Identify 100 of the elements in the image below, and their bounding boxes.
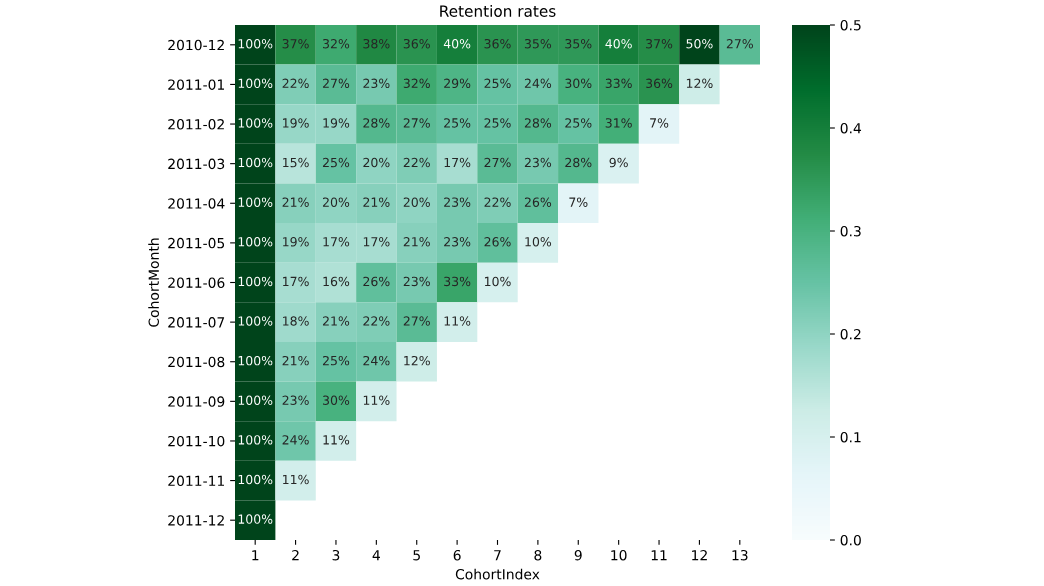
data-label: 36%	[484, 38, 511, 49]
data-label: 23%	[444, 197, 471, 207]
x-tick-label: 5	[413, 550, 420, 561]
data-label: 100%	[238, 514, 273, 524]
y-axis-title: CohortMonth	[148, 238, 159, 327]
data-label: 33%	[444, 276, 471, 287]
y-tick-label: 2011-08	[168, 356, 225, 368]
data-label: 7%	[650, 118, 669, 128]
data-label: 24%	[524, 78, 552, 89]
data-label: 36%	[646, 78, 673, 89]
data-label: 35%	[524, 38, 552, 49]
y-tick-label: 2010-12	[168, 39, 224, 51]
data-label: 21%	[322, 316, 350, 326]
data-label: 11%	[323, 435, 350, 445]
data-label: 38%	[363, 38, 390, 49]
data-label: 10%	[484, 276, 511, 287]
y-tick-label: 2011-04	[168, 198, 225, 209]
data-label: 11%	[363, 395, 390, 405]
data-label: 100%	[238, 157, 273, 168]
data-label: 23%	[403, 276, 430, 287]
data-label: 23%	[282, 395, 309, 405]
data-label: 31%	[605, 118, 632, 128]
data-label: 19%	[283, 118, 309, 128]
data-label: 19%	[323, 118, 350, 128]
data-label: 24%	[363, 355, 390, 366]
data-label: 16%	[323, 276, 350, 287]
data-label: 100%	[238, 395, 273, 405]
data-label: 17%	[444, 157, 471, 168]
data-label: 20%	[403, 197, 430, 207]
data-label: 23%	[444, 237, 471, 247]
data-label: 25%	[444, 118, 471, 128]
data-label: 22%	[363, 316, 390, 326]
data-label: 11%	[444, 316, 471, 326]
data-label: 100%	[238, 197, 273, 207]
data-label: 11%	[283, 474, 309, 485]
data-label: 35%	[565, 38, 592, 49]
data-label: 100%	[238, 237, 273, 247]
chart-title: Retention rates	[440, 5, 556, 17]
y-tick-label: 2011-05	[168, 237, 225, 249]
data-label: 25%	[565, 118, 592, 128]
data-label: 37%	[646, 38, 673, 49]
y-tick-label: 2011-12	[168, 515, 224, 526]
color-bar-label: 0.1	[840, 431, 861, 443]
color-bar-label: 0.0	[840, 534, 861, 546]
color-bar-label: 0.3	[840, 225, 861, 237]
data-label: 24%	[282, 435, 309, 445]
data-label: 20%	[363, 157, 390, 168]
data-label: 21%	[282, 355, 309, 366]
data-label: 100%	[238, 474, 273, 485]
data-label: 17%	[323, 237, 350, 247]
data-label: 100%	[238, 276, 273, 287]
data-label: 7%	[569, 197, 588, 207]
data-label: 12%	[404, 355, 430, 366]
data-label: 15%	[283, 157, 309, 168]
color-bar-label: 0.2	[840, 328, 861, 340]
data-label: 22%	[282, 78, 309, 89]
x-tick-label: 7	[494, 550, 501, 561]
data-label: 100%	[238, 118, 273, 128]
y-tick-label: 2011-11	[168, 475, 224, 487]
data-label: 30%	[565, 78, 592, 89]
data-label: 23%	[363, 78, 390, 89]
x-tick-label: 13	[732, 549, 748, 561]
data-label: 100%	[238, 78, 273, 89]
x-tick-label: 4	[372, 550, 380, 561]
data-label: 26%	[484, 237, 511, 247]
data-label: 22%	[484, 197, 511, 207]
data-label: 30%	[323, 395, 350, 405]
data-label: 18%	[283, 316, 309, 326]
data-label: 33%	[605, 78, 632, 89]
data-label: 27%	[403, 118, 430, 128]
data-label: 32%	[403, 78, 430, 89]
x-tick-label: 9	[574, 549, 582, 561]
y-tick-label: 2011-10	[168, 435, 225, 447]
data-label: 29%	[444, 78, 471, 89]
data-label: 27%	[322, 78, 350, 89]
x-axis-title: CohortIndex	[455, 568, 540, 580]
data-label: 12%	[686, 78, 713, 89]
x-tick-label: 8	[534, 549, 542, 561]
data-label: 9%	[609, 157, 628, 168]
color-bar-label: 0.4	[840, 122, 862, 134]
data-label: 50%	[686, 38, 713, 49]
data-label: 100%	[238, 355, 273, 366]
data-label: 21%	[403, 237, 430, 247]
data-label: 26%	[524, 197, 552, 207]
data-label: 25%	[484, 78, 511, 89]
x-tick-label: 3	[332, 549, 340, 561]
data-label: 10%	[525, 237, 552, 247]
x-tick-label: 12	[692, 549, 707, 561]
y-tick-label: 2011-01	[168, 79, 224, 90]
data-label: 28%	[524, 118, 552, 128]
data-label: 27%	[484, 157, 511, 168]
x-tick-label: 1	[252, 550, 259, 561]
data-label: 26%	[363, 276, 390, 287]
y-tick-label: 2011-03	[168, 158, 225, 170]
data-label: 22%	[403, 157, 430, 168]
data-label: 23%	[524, 157, 552, 168]
data-label: 27%	[726, 38, 754, 49]
data-label: 40%	[605, 38, 632, 49]
data-label: 100%	[238, 38, 273, 49]
x-tick-label: 10	[611, 549, 627, 561]
